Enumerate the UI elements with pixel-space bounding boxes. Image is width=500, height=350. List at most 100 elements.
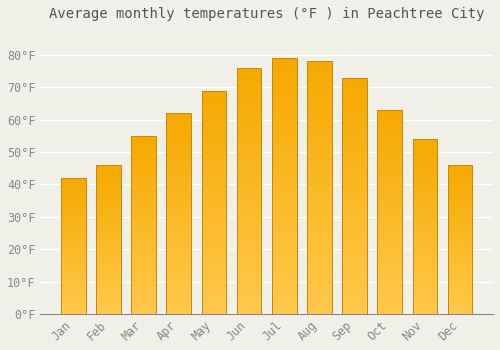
Bar (237, 127, 262, 132)
Bar (342, 276, 367, 281)
Bar (378, 110, 402, 114)
Bar (307, 258, 332, 264)
Bar (61, 240, 86, 243)
Bar (307, 102, 332, 107)
Bar (272, 222, 296, 227)
Bar (272, 201, 296, 206)
Bar (202, 229, 226, 233)
Bar (378, 191, 402, 196)
Bar (378, 171, 402, 175)
Bar (61, 248, 86, 251)
Bar (131, 278, 156, 282)
Bar (61, 306, 86, 308)
Bar (61, 224, 86, 227)
Bar (272, 109, 296, 114)
Bar (237, 142, 262, 147)
Bar (131, 275, 156, 278)
Bar (378, 245, 402, 248)
Bar (307, 61, 332, 66)
Bar (307, 132, 332, 137)
Bar (202, 265, 226, 269)
Bar (378, 159, 402, 163)
Bar (378, 298, 402, 302)
Bar (166, 113, 191, 117)
Bar (202, 117, 226, 122)
Bar (307, 284, 332, 289)
Bar (237, 117, 262, 122)
Bar (342, 167, 367, 172)
Bar (378, 142, 402, 147)
Bar (448, 213, 472, 216)
Bar (272, 145, 296, 150)
Bar (202, 305, 226, 309)
Bar (378, 302, 402, 306)
Bar (237, 245, 262, 250)
Bar (307, 122, 332, 127)
Bar (96, 180, 120, 183)
Bar (448, 248, 472, 251)
Bar (448, 171, 472, 174)
Bar (342, 186, 367, 191)
Bar (412, 226, 438, 230)
Bar (307, 188, 332, 193)
Bar (61, 178, 86, 181)
Bar (412, 205, 438, 209)
Bar (166, 294, 191, 298)
Bar (412, 195, 438, 198)
Bar (378, 204, 402, 208)
Title: Average monthly temperatures (°F ) in Peachtree City: Average monthly temperatures (°F ) in Pe… (49, 7, 484, 21)
Bar (378, 257, 402, 261)
Bar (202, 149, 226, 153)
Bar (61, 298, 86, 300)
Bar (342, 252, 367, 257)
Bar (61, 259, 86, 262)
Bar (96, 296, 120, 299)
Bar (272, 74, 296, 79)
Bar (272, 288, 296, 293)
Bar (307, 97, 332, 102)
Bar (202, 296, 226, 301)
Bar (412, 191, 438, 195)
Bar (378, 175, 402, 179)
Bar (448, 293, 472, 296)
Bar (166, 133, 191, 137)
Bar (202, 225, 226, 229)
Bar (237, 137, 262, 142)
Bar (448, 201, 472, 204)
Bar (378, 289, 402, 294)
Bar (448, 198, 472, 201)
Bar (202, 207, 226, 211)
Bar (378, 232, 402, 236)
Bar (448, 308, 472, 311)
Bar (272, 155, 296, 160)
Bar (131, 193, 156, 196)
Bar (61, 262, 86, 265)
Bar (412, 174, 438, 177)
Bar (237, 240, 262, 245)
Bar (307, 238, 332, 243)
Bar (131, 168, 156, 172)
Bar (131, 264, 156, 268)
Bar (378, 183, 402, 188)
Bar (96, 248, 120, 251)
Bar (131, 136, 156, 139)
Bar (412, 240, 438, 244)
Bar (378, 273, 402, 277)
Bar (166, 238, 191, 241)
Bar (307, 228, 332, 233)
Bar (237, 191, 262, 196)
Bar (166, 141, 191, 145)
Bar (96, 165, 120, 314)
Bar (307, 158, 332, 162)
Bar (166, 181, 191, 186)
Bar (96, 263, 120, 266)
Bar (166, 241, 191, 246)
Bar (342, 243, 367, 248)
Bar (307, 264, 332, 268)
Bar (202, 175, 226, 180)
Bar (342, 295, 367, 300)
Bar (166, 125, 191, 129)
Bar (272, 171, 296, 176)
Bar (131, 285, 156, 289)
Bar (166, 197, 191, 202)
